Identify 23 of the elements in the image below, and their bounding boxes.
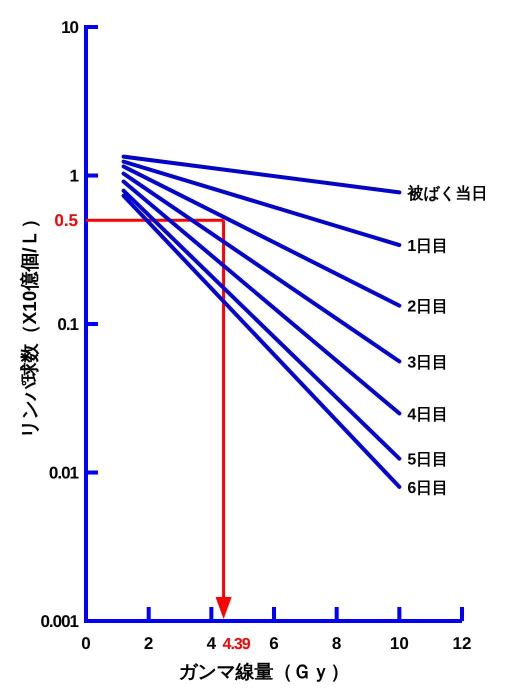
- x-tick-label: 8: [332, 634, 342, 653]
- y-tick-label: 0.01: [48, 464, 79, 482]
- ref-line-label: 4.39: [222, 636, 251, 653]
- y-tick-label: 10: [61, 18, 79, 37]
- x-tick-label: 12: [452, 634, 472, 653]
- series-label: 1日目: [407, 238, 448, 256]
- x-tick-label: 6: [269, 634, 279, 653]
- y-tick-label: 0.1: [57, 315, 79, 334]
- ref-line-label: 0.5: [54, 211, 78, 230]
- series-label: 5日目: [407, 452, 448, 469]
- x-tick-label: 10: [390, 634, 409, 653]
- series-label: 2日目: [407, 298, 448, 316]
- series-label: 被ばく当日: [406, 184, 488, 202]
- series-label: 6日目: [407, 480, 448, 497]
- x-axis-title: ガンマ線量（Ｇｙ）: [178, 662, 350, 683]
- y-axis-title: リンパ球数（X10億個/Ｌ）: [19, 209, 41, 439]
- x-tick-label: 0: [81, 634, 91, 653]
- series-label: 3日目: [407, 354, 448, 372]
- y-tick-label: 1: [70, 166, 79, 186]
- x-tick-label: 4: [206, 634, 217, 653]
- x-tick-label: 2: [144, 634, 154, 653]
- series-label: 4日目: [407, 406, 448, 424]
- y-tick-label: 0.001: [40, 612, 79, 631]
